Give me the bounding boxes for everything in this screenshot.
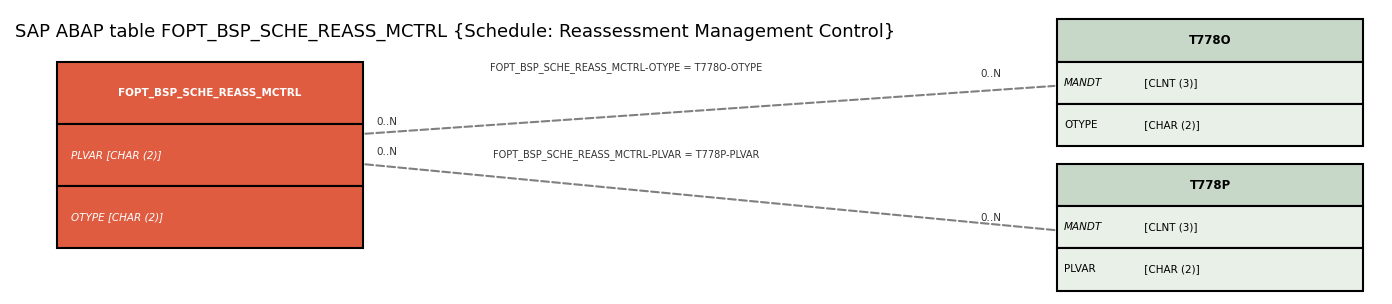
Text: T778O: T778O: [1189, 34, 1232, 47]
Text: SAP ABAP table FOPT_BSP_SCHE_REASS_MCTRL {Schedule: Reassessment Management Cont: SAP ABAP table FOPT_BSP_SCHE_REASS_MCTRL…: [15, 22, 895, 41]
FancyBboxPatch shape: [1057, 19, 1363, 62]
FancyBboxPatch shape: [57, 62, 362, 124]
FancyBboxPatch shape: [1057, 62, 1363, 104]
Text: 0..N: 0..N: [980, 213, 1002, 223]
Text: PLVAR: PLVAR: [1063, 264, 1096, 275]
FancyBboxPatch shape: [1057, 248, 1363, 291]
Text: FOPT_BSP_SCHE_REASS_MCTRL: FOPT_BSP_SCHE_REASS_MCTRL: [118, 88, 302, 98]
FancyBboxPatch shape: [57, 124, 362, 186]
Text: MANDT: MANDT: [1063, 78, 1102, 88]
Text: PLVAR [CHAR (2)]: PLVAR [CHAR (2)]: [71, 150, 161, 160]
Text: FOPT_BSP_SCHE_REASS_MCTRL-PLVAR = T778P-PLVAR: FOPT_BSP_SCHE_REASS_MCTRL-PLVAR = T778P-…: [493, 150, 760, 161]
Text: [CHAR (2)]: [CHAR (2)]: [1140, 264, 1200, 275]
Text: [CLNT (3)]: [CLNT (3)]: [1140, 78, 1197, 88]
FancyBboxPatch shape: [1057, 206, 1363, 248]
Text: [CHAR (2)]: [CHAR (2)]: [1140, 120, 1200, 130]
FancyBboxPatch shape: [1057, 104, 1363, 146]
FancyBboxPatch shape: [57, 186, 362, 248]
Text: [CLNT (3)]: [CLNT (3)]: [1140, 222, 1197, 232]
Text: 0..N: 0..N: [376, 147, 398, 157]
Text: 0..N: 0..N: [980, 69, 1002, 79]
Text: MANDT: MANDT: [1063, 222, 1102, 232]
Text: 0..N: 0..N: [376, 117, 398, 127]
Text: OTYPE [CHAR (2)]: OTYPE [CHAR (2)]: [71, 212, 163, 222]
Text: FOPT_BSP_SCHE_REASS_MCTRL-OTYPE = T778O-OTYPE: FOPT_BSP_SCHE_REASS_MCTRL-OTYPE = T778O-…: [490, 62, 763, 73]
FancyBboxPatch shape: [1057, 164, 1363, 206]
Text: OTYPE: OTYPE: [1063, 120, 1098, 130]
Text: T778P: T778P: [1189, 179, 1231, 192]
